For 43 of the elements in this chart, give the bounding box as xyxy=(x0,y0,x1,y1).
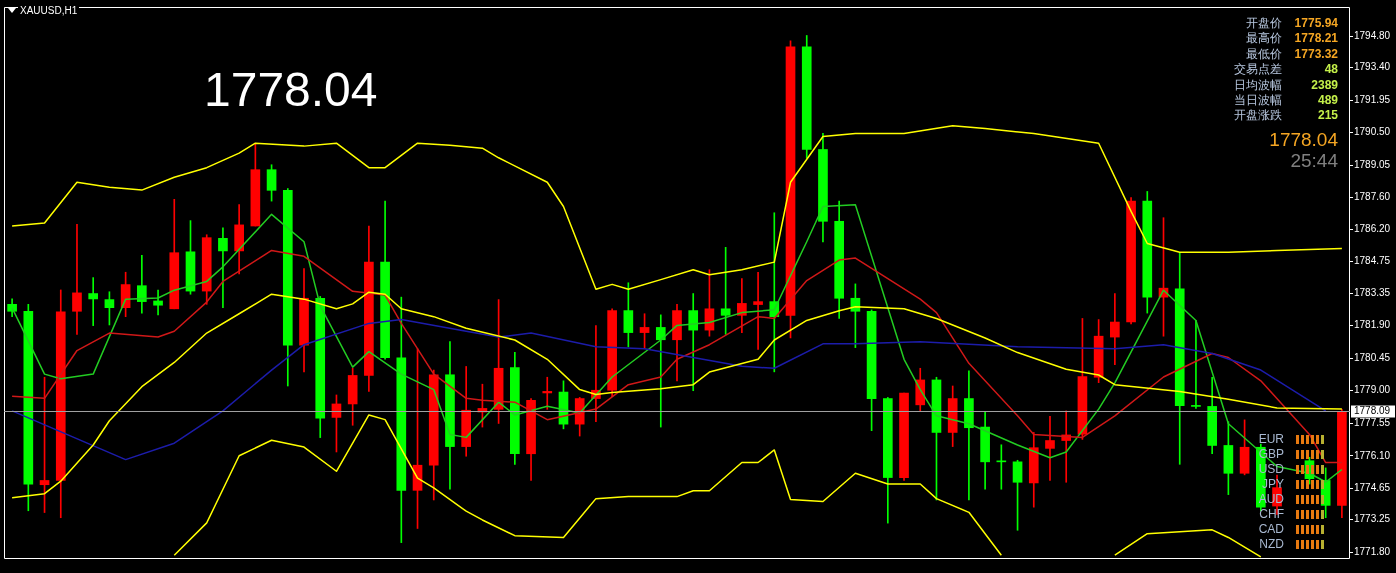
annotation: 当日波幅 xyxy=(1234,93,1282,108)
candlestick xyxy=(1191,319,1201,409)
annotation: 1775.94 xyxy=(1294,16,1338,31)
y-tick-label: 1787.60 xyxy=(1354,191,1391,203)
annotation: 交易点差 xyxy=(1234,62,1282,78)
y-tick-label: 1783.35 xyxy=(1354,286,1391,298)
annotation: CAD xyxy=(1258,522,1284,536)
y-tick-label: 1781.90 xyxy=(1354,319,1391,331)
y-tick-label: 1790.50 xyxy=(1354,126,1391,138)
annotation: 1778.21 xyxy=(1294,31,1338,47)
annotation: 48 xyxy=(1324,62,1338,78)
annotation: 1773.32 xyxy=(1294,46,1338,62)
y-tick-label: 1773.25 xyxy=(1354,513,1391,525)
y-tick-label: 1784.75 xyxy=(1354,255,1391,267)
annotation: 开盘价 xyxy=(1246,16,1282,31)
annotation: 25:44 xyxy=(1290,150,1338,172)
annotation: AUD xyxy=(1258,492,1284,506)
annotation: 开盘涨跌 xyxy=(1234,108,1282,124)
annotation: 最高价 xyxy=(1246,31,1282,47)
annotation: 2389 xyxy=(1311,77,1338,93)
annotation: 1778.04 xyxy=(1269,129,1338,151)
annotation: EUR xyxy=(1258,432,1284,446)
y-tick-label: 1774.65 xyxy=(1354,482,1391,494)
y-tick-label: 1771.80 xyxy=(1354,546,1391,558)
annotation: NZD xyxy=(1259,537,1284,551)
annotation: 日均波幅 xyxy=(1234,77,1282,93)
y-tick-label: 1786.20 xyxy=(1354,222,1391,234)
annotation: 1778.04 xyxy=(204,62,378,117)
y-tick-label: 1791.95 xyxy=(1354,93,1391,105)
ref-line-label: 1778.09 xyxy=(1354,405,1391,417)
annotation: 最低价 xyxy=(1246,46,1282,62)
y-tick-label: 1779.00 xyxy=(1354,384,1391,396)
y-tick-label: 1777.55 xyxy=(1354,416,1391,428)
annotation: CHF xyxy=(1259,507,1284,521)
y-tick-label: 1780.45 xyxy=(1354,351,1391,363)
y-tick-label: 1789.05 xyxy=(1354,158,1391,170)
chart-title: XAUUSD,H1 xyxy=(18,5,80,17)
candlestick xyxy=(753,271,763,350)
annotation: 215 xyxy=(1317,108,1338,124)
y-tick-label: 1794.80 xyxy=(1354,29,1391,41)
annotation: 489 xyxy=(1317,93,1338,108)
y-tick-label: 1793.40 xyxy=(1354,61,1391,73)
y-tick-label: 1776.10 xyxy=(1354,449,1391,461)
